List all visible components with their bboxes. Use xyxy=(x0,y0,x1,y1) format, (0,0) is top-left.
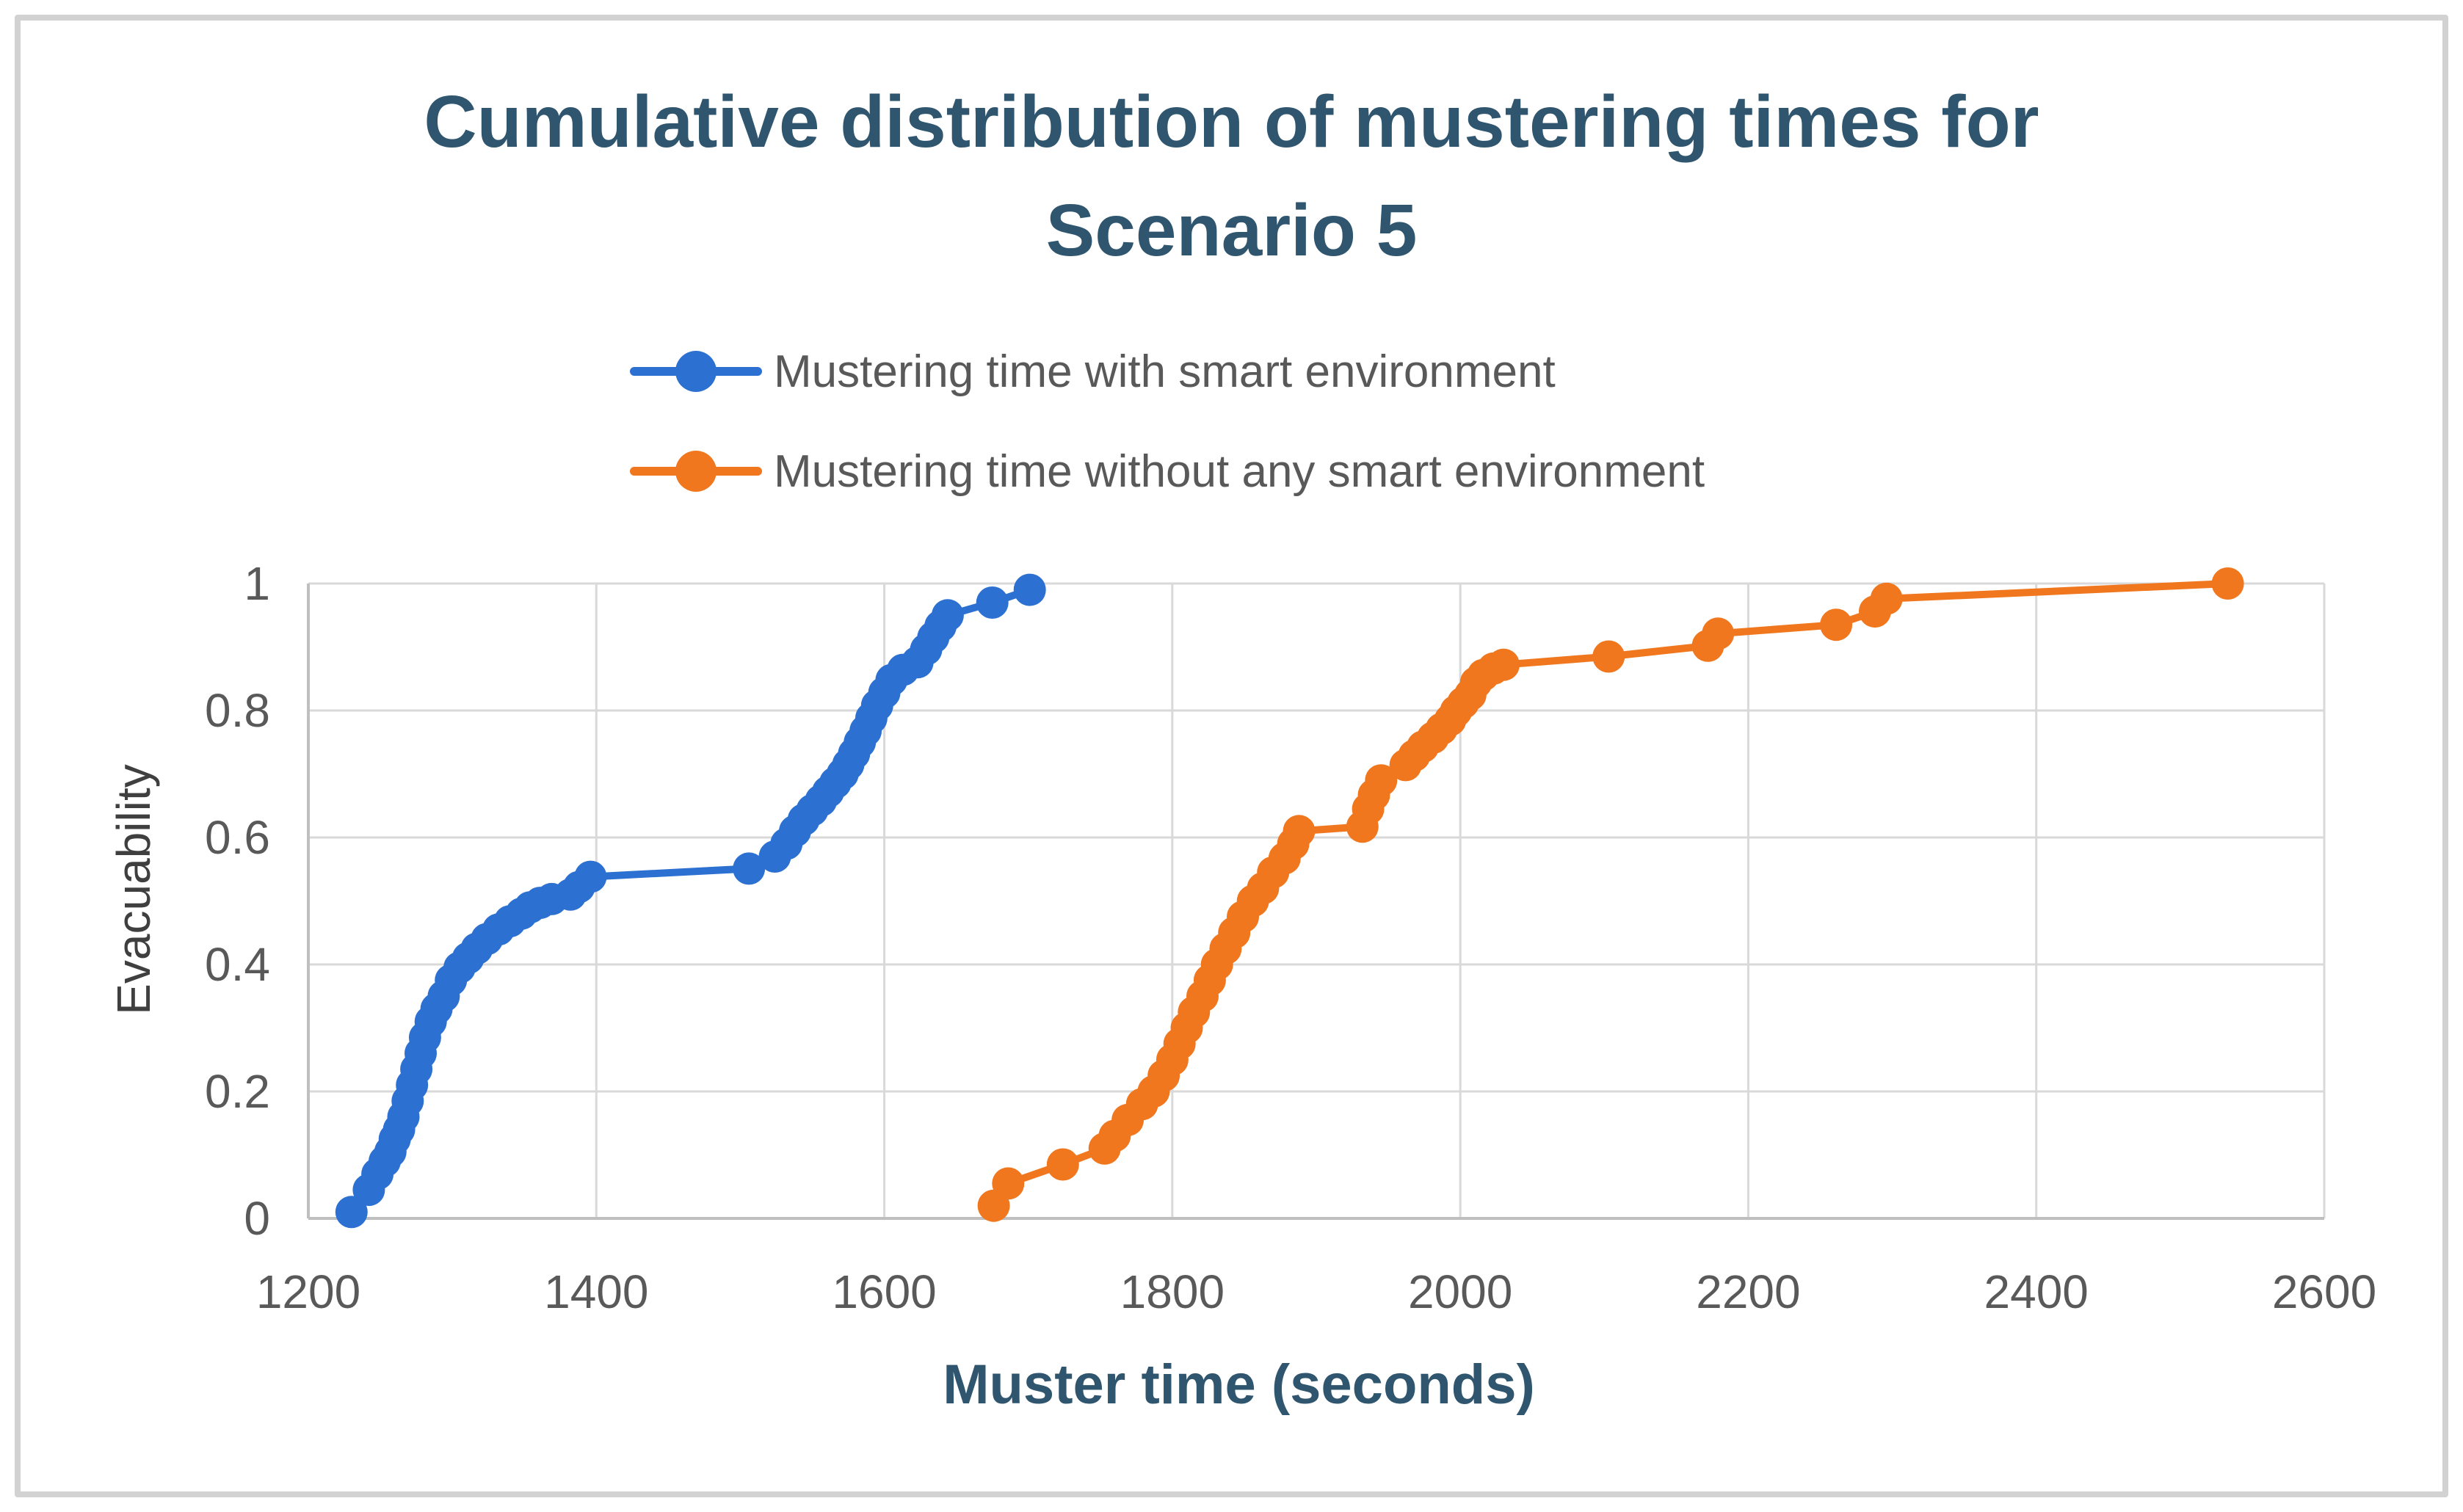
legend-marker-orange xyxy=(630,449,762,493)
x-tick-label-1400: 1400 xyxy=(544,1265,649,1318)
legend-dot-icon xyxy=(675,451,717,492)
legend-dot-icon xyxy=(675,351,717,392)
chart-frame-border xyxy=(15,15,2448,1497)
legend-label: Mustering time without any smart environ… xyxy=(774,446,1705,497)
y-axis-title: Evacuability xyxy=(107,764,160,1015)
chart-title: Cumulative distribution of mustering tim… xyxy=(0,68,2463,285)
y-tick-label-0.6: 0.6 xyxy=(205,811,270,864)
chart-title-line-2: Scenario 5 xyxy=(1045,189,1418,272)
x-tick-label-1800: 1800 xyxy=(1120,1265,1225,1318)
y-tick-label-0.4: 0.4 xyxy=(205,938,270,991)
x-tick-label-1600: 1600 xyxy=(832,1265,937,1318)
legend-marker-blue xyxy=(630,349,762,393)
chart-title-line-1: Cumulative distribution of mustering tim… xyxy=(424,81,2039,163)
y-tick-label-0.2: 0.2 xyxy=(205,1065,270,1118)
legend: Mustering time with smart environment Mu… xyxy=(630,338,1705,505)
legend-item-smart-environment: Mustering time with smart environment xyxy=(630,338,1705,405)
x-axis-title: Muster time (seconds) xyxy=(943,1353,1535,1416)
x-tick-label-2600: 2600 xyxy=(2271,1265,2377,1318)
x-tick-label-2200: 2200 xyxy=(1696,1265,1801,1318)
x-tick-label-1200: 1200 xyxy=(255,1265,361,1318)
y-tick-label-0: 0 xyxy=(244,1192,270,1245)
x-tick-label-2400: 2400 xyxy=(1984,1265,2089,1318)
legend-label: Mustering time with smart environment xyxy=(774,346,1556,397)
x-tick-label-2000: 2000 xyxy=(1407,1265,1513,1318)
legend-item-no-smart-environment: Mustering time without any smart environ… xyxy=(630,437,1705,505)
y-tick-label-0.8: 0.8 xyxy=(205,684,270,737)
y-tick-label-1: 1 xyxy=(244,557,270,610)
